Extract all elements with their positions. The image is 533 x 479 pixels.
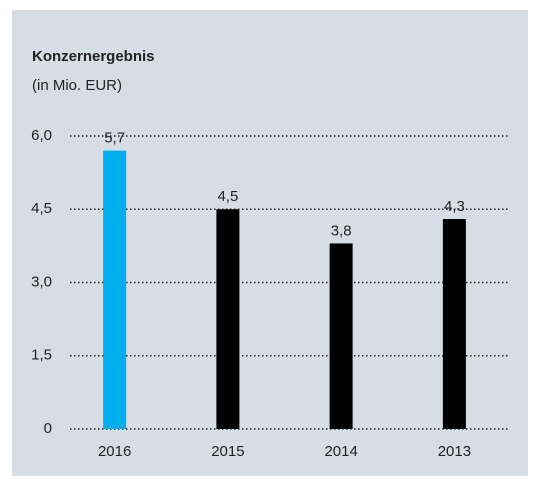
data-label: 4,5	[217, 188, 238, 205]
data-label: 3,8	[331, 222, 352, 239]
chart-title: Konzernergebnis	[32, 48, 155, 65]
x-tick-label: 2015	[211, 443, 244, 460]
chart-subtitle: (in Mio. EUR)	[32, 77, 122, 94]
y-tick-label: 4,5	[31, 200, 52, 217]
data-label: 5,7	[104, 130, 125, 147]
y-tick-label: 1,5	[31, 347, 52, 364]
bar	[216, 209, 240, 429]
x-tick-label: 2014	[324, 443, 357, 460]
y-tick-label: 3,0	[31, 273, 52, 290]
y-tick-label: 6,0	[31, 127, 52, 144]
bar	[329, 243, 353, 429]
x-tick-label: 2013	[438, 443, 471, 460]
bar	[103, 150, 127, 429]
bar	[442, 219, 466, 429]
panel	[12, 10, 528, 476]
x-tick-label: 2016	[98, 443, 131, 460]
y-tick-label: 0	[44, 420, 52, 437]
data-label: 4,3	[444, 198, 465, 215]
